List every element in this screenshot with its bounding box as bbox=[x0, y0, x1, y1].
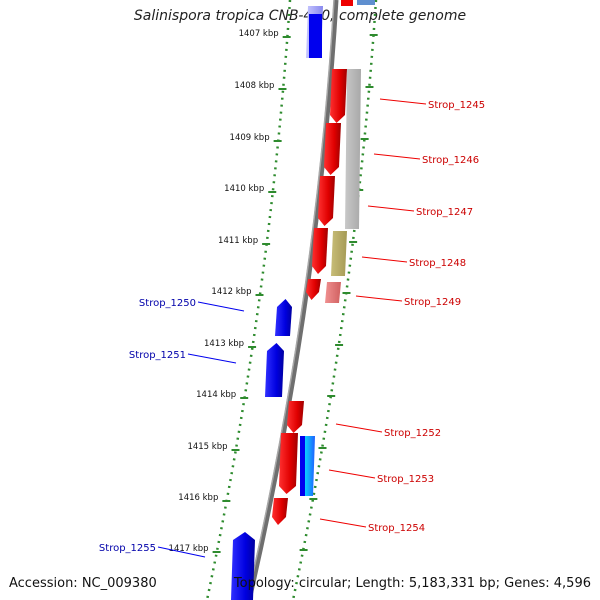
tick-label: 1412 kbp bbox=[211, 287, 251, 297]
tick-label: 1410 kbp bbox=[224, 184, 264, 194]
tick-label: 1417 kbp bbox=[169, 544, 209, 554]
gene-label-strop-1251: Strop_1251 bbox=[129, 350, 186, 361]
gene-label-strop-1246: Strop_1246 bbox=[422, 155, 479, 166]
leader-line-strop-1245 bbox=[379, 98, 427, 105]
gene-label-strop-1245: Strop_1245 bbox=[428, 100, 485, 111]
gene-arrow bbox=[357, 0, 375, 5]
gene-feature-pink bbox=[325, 282, 341, 303]
outer-dotted-ring bbox=[291, 0, 378, 600]
gene-arrow-strop-1254 bbox=[272, 498, 288, 525]
gene-feature-blue-strip bbox=[300, 436, 305, 496]
leader-line-strop-1255 bbox=[157, 546, 206, 558]
genome-summary-text: Topology: circular; Length: 5,183,331 bp… bbox=[233, 576, 591, 591]
gene-feature-olive bbox=[331, 231, 347, 276]
gene-arrow-strop-1245 bbox=[330, 69, 347, 123]
gene-arrow-strop-1248 bbox=[312, 228, 328, 274]
tick-label: 1416 kbp bbox=[178, 493, 218, 503]
gene-arrow-strop-1249 bbox=[306, 279, 321, 300]
backbone-highlight bbox=[246, 0, 335, 600]
gene-arrow-strop-1252 bbox=[287, 401, 304, 433]
gene-feature-grey bbox=[345, 69, 361, 229]
genome-title: Salinispora tropica CNB-440, complete ge… bbox=[133, 8, 467, 24]
leader-line-strop-1252 bbox=[335, 423, 383, 433]
gene-label-strop-1253: Strop_1253 bbox=[377, 474, 434, 485]
leader-line-strop-1250 bbox=[197, 301, 245, 312]
leader-line-strop-1246 bbox=[373, 153, 421, 160]
tick-label: 1413 kbp bbox=[204, 339, 244, 349]
gene-label-strop-1252: Strop_1252 bbox=[384, 428, 441, 439]
gene-label-strop-1254: Strop_1254 bbox=[368, 523, 425, 534]
tick-label: 1414 kbp bbox=[196, 390, 236, 400]
gene-arrow-strop-1253 bbox=[279, 433, 298, 494]
tick-label: 1407 kbp bbox=[239, 29, 279, 39]
leader-line-strop-1253 bbox=[328, 469, 376, 479]
leader-line-strop-1251 bbox=[187, 353, 237, 364]
gene-arrow-strop-1250 bbox=[275, 299, 292, 336]
leader-line-strop-1248 bbox=[361, 256, 408, 263]
gene-label-strop-1255: Strop_1255 bbox=[99, 543, 156, 554]
gene-label-strop-1249: Strop_1249 bbox=[404, 297, 461, 308]
tick-label: 1409 kbp bbox=[230, 133, 270, 143]
tick-label: 1415 kbp bbox=[187, 442, 227, 452]
gene-arrow bbox=[309, 14, 322, 58]
gene-label-strop-1250: Strop_1250 bbox=[139, 298, 196, 309]
genome-backbone bbox=[246, 0, 339, 600]
gene-label-strop-1248: Strop_1248 bbox=[409, 258, 466, 269]
leader-line-strop-1254 bbox=[319, 518, 367, 528]
gene-label-strop-1247: Strop_1247 bbox=[416, 207, 473, 218]
tick-label: 1411 kbp bbox=[218, 236, 258, 246]
gene-arrow-strop-1255 bbox=[231, 532, 255, 600]
gene-arrow bbox=[341, 0, 353, 6]
gene-arrow-strop-1246 bbox=[324, 123, 341, 175]
leader-line-strop-1247 bbox=[367, 205, 415, 212]
gene-arrow-strop-1251 bbox=[265, 343, 284, 397]
leader-line-strop-1249 bbox=[355, 295, 403, 302]
tick-label: 1408 kbp bbox=[234, 81, 274, 91]
accession-text: Accession: NC_009380 bbox=[9, 576, 157, 591]
inner-dotted-ring bbox=[205, 0, 292, 600]
gene-arrow-strop-1247 bbox=[318, 176, 335, 226]
